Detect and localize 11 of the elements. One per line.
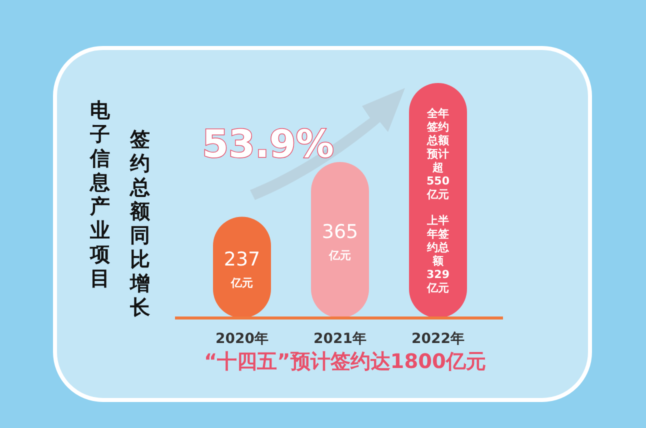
data-label: 365亿元: [322, 221, 358, 262]
x-tick-label: 2020年: [216, 331, 268, 347]
text: “十四五”预计签约达1800亿元: [204, 349, 486, 373]
data-label: 237亿元: [224, 248, 260, 290]
annotation: 53.9%: [202, 122, 334, 166]
x-tick-label: 2022年: [412, 331, 464, 347]
text: 电子信息产业项目: [89, 98, 111, 290]
data-label: 全年签约总额预计超550亿元: [426, 107, 450, 201]
x-tick-label: 2021年: [314, 331, 366, 347]
text: 签约总额同比增长: [129, 127, 151, 319]
annotation: 上半年签约总额329亿元: [426, 214, 450, 294]
